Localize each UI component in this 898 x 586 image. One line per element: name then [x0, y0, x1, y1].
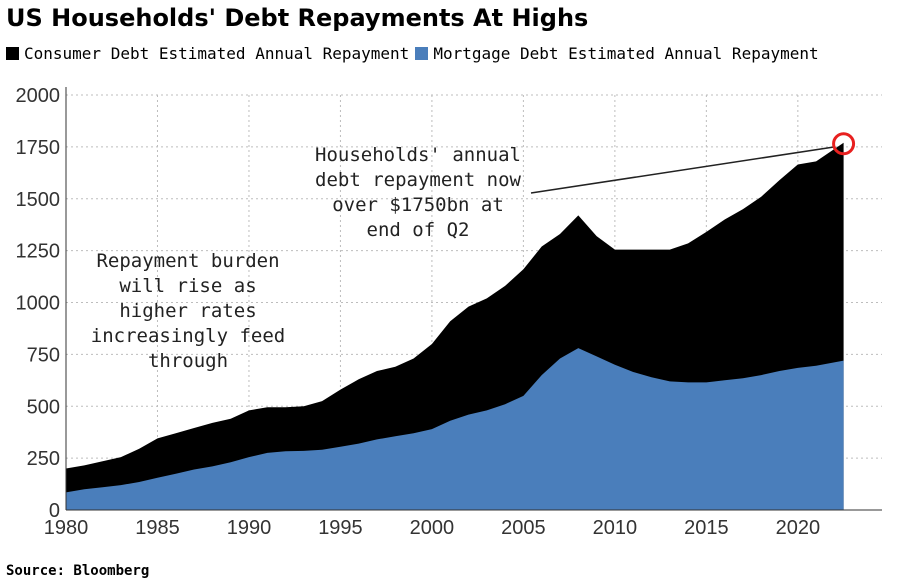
y-axis-tick-labels: 0 250 500 750 1000 1250 1500 1750 2000 [16, 85, 61, 522]
annotation-pointer-line [530, 146, 836, 194]
x-tick-label-1980: 1980 [44, 517, 89, 539]
y-tick-label-750: 750 [27, 344, 60, 366]
legend-label-consumer: Consumer Debt Estimated Annual Repayment [24, 44, 410, 63]
y-tick-label-1250: 1250 [16, 241, 61, 263]
highlight-circle [832, 132, 856, 156]
annotation-repayment-now: Households' annual debt repayment now over… [315, 144, 521, 241]
x-tick-label-2020: 2020 [776, 517, 821, 539]
y-tick-label-0: 0 [49, 500, 60, 522]
y-tick-label-1750: 1750 [16, 137, 61, 159]
y-tick-label-1000: 1000 [16, 293, 61, 315]
x-tick-label-1995: 1995 [318, 517, 363, 539]
y-tick-label-2000: 2000 [16, 85, 61, 107]
x-tick-label-2000: 2000 [410, 517, 455, 539]
x-tick-label-1990: 1990 [227, 517, 272, 539]
x-tick-label-2010: 2010 [593, 517, 638, 539]
x-tick-label-2005: 2005 [501, 517, 546, 539]
area-mortgage-debt [66, 348, 844, 510]
area-series [66, 142, 844, 510]
legend-label-mortgage: Mortgage Debt Estimated Annual Repayment [433, 44, 819, 63]
chart-title: US Households' Debt Repayments At Highs [6, 4, 589, 32]
annotation-repayment-burden: Repayment burden will rise as higher rates… [91, 250, 285, 372]
axes [65, 87, 882, 511]
y-tick-label-250: 250 [27, 448, 60, 470]
legend-swatch-mortgage [415, 47, 429, 60]
legend-item-consumer: Consumer Debt Estimated Annual Repayment [6, 44, 409, 63]
x-tick-label-1985: 1985 [135, 517, 180, 539]
x-axis-tick-labels: 1980 1985 1990 1995 2000 2005 2010 2015 2020 [44, 517, 820, 539]
source-note: Source: Bloomberg [6, 563, 150, 579]
legend-item-mortgage: Mortgage Debt Estimated Annual Repayment [415, 44, 819, 63]
legend-swatch-consumer [6, 47, 19, 60]
y-tick-label-1500: 1500 [16, 189, 61, 211]
y-tick-label-500: 500 [27, 396, 60, 418]
annotations: Households' annual debt repayment now over… [91, 132, 856, 372]
legend: Consumer Debt Estimated Annual Repayment… [6, 44, 825, 63]
x-tick-label-2015: 2015 [684, 517, 729, 539]
